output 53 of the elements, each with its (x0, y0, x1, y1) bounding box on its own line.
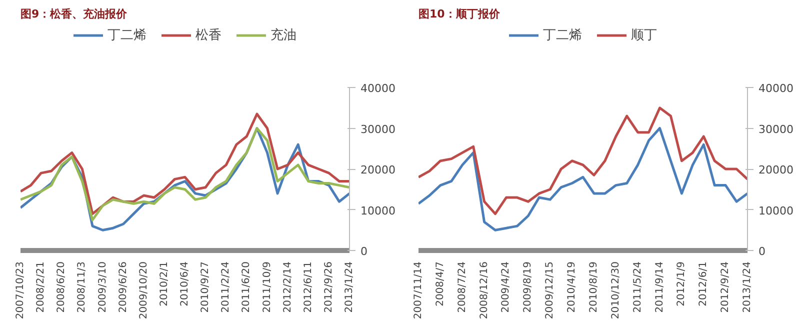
x-tick-label: 2009/3/10 (97, 261, 108, 313)
x-tick-label: 2009/6/26 (118, 261, 129, 313)
legend-label: 丁二烯 (543, 27, 582, 44)
y-tick-label: 40000 (360, 82, 396, 95)
x-tick-label: 2012/9/24 (720, 261, 732, 313)
x-tick-label: 2009/12/15 (544, 261, 556, 320)
x-tick-label: 2010/6/4 (180, 261, 190, 306)
x-tick-label: 2007/10/23 (15, 261, 26, 320)
y-tick-label: 10000 (360, 204, 396, 218)
legend-label: 松香 (196, 27, 222, 44)
x-tick-label: 2008/7/24 (456, 261, 468, 313)
x-tick-label: 2013/1/24 (742, 261, 753, 313)
x-tick-label: 2008/11/3 (76, 261, 88, 313)
x-tick-label: 2012/6/1 (698, 261, 710, 306)
x-tick-label: 2011/9/14 (654, 261, 666, 313)
y-tick-label: 30000 (758, 122, 794, 136)
x-tick-label: 2010/2/1 (158, 261, 170, 306)
chart-title: 图9：松香、充油报价 (20, 8, 128, 20)
x-tick-label: 2011/6/20 (241, 261, 252, 313)
x-tick-label: 2008/4/7 (434, 261, 446, 306)
y-tick-label: 20000 (360, 164, 396, 176)
chart-title: 图10：顺丁报价 (418, 8, 501, 20)
x-tick-label: 2010/8/19 (588, 261, 600, 313)
x-tick-label: 2010/4/19 (566, 261, 578, 313)
x-tick-label: 2008/6/20 (56, 261, 68, 313)
y-tick-label: 0 (360, 245, 368, 258)
x-tick-label: 2013/1/24 (344, 261, 355, 313)
x-tick-label: 2012/6/11 (302, 261, 314, 313)
x-tick-label: 2012/2/14 (282, 261, 294, 313)
legend-label: 顺丁 (631, 27, 657, 44)
y-tick-label: 10000 (758, 204, 794, 218)
x-tick-label: 2008/2/21 (36, 261, 47, 313)
y-tick-label: 20000 (758, 164, 794, 176)
legend-label: 丁二烯 (108, 27, 146, 44)
y-tick-label: 40000 (758, 82, 794, 95)
x-tick-label: 2010/9/27 (200, 261, 212, 313)
line-series (418, 127, 748, 232)
x-tick-label: 2011/10/9 (262, 261, 273, 313)
x-tick-label: 2007/11/14 (413, 261, 424, 320)
x-tick-label: 2012/1/9 (676, 261, 688, 306)
x-tick-label: 2009/8/19 (522, 261, 534, 313)
y-tick-label: 30000 (360, 122, 396, 136)
legend-label: 充油 (270, 27, 296, 44)
line-series (418, 106, 748, 216)
x-tick-label: 2012/9/26 (323, 261, 334, 313)
line-series (20, 112, 350, 216)
x-tick-label: 2009/4/24 (500, 261, 512, 313)
y-tick-label: 0 (758, 245, 766, 258)
x-tick-label: 2009/10/20 (138, 261, 150, 320)
x-tick-label: 2011/5/24 (632, 261, 644, 313)
x-tick-label: 2008/12/16 (478, 261, 490, 320)
x-tick-label: 2011/2/24 (220, 261, 232, 313)
x-tick-label: 2010/12/30 (610, 261, 622, 320)
